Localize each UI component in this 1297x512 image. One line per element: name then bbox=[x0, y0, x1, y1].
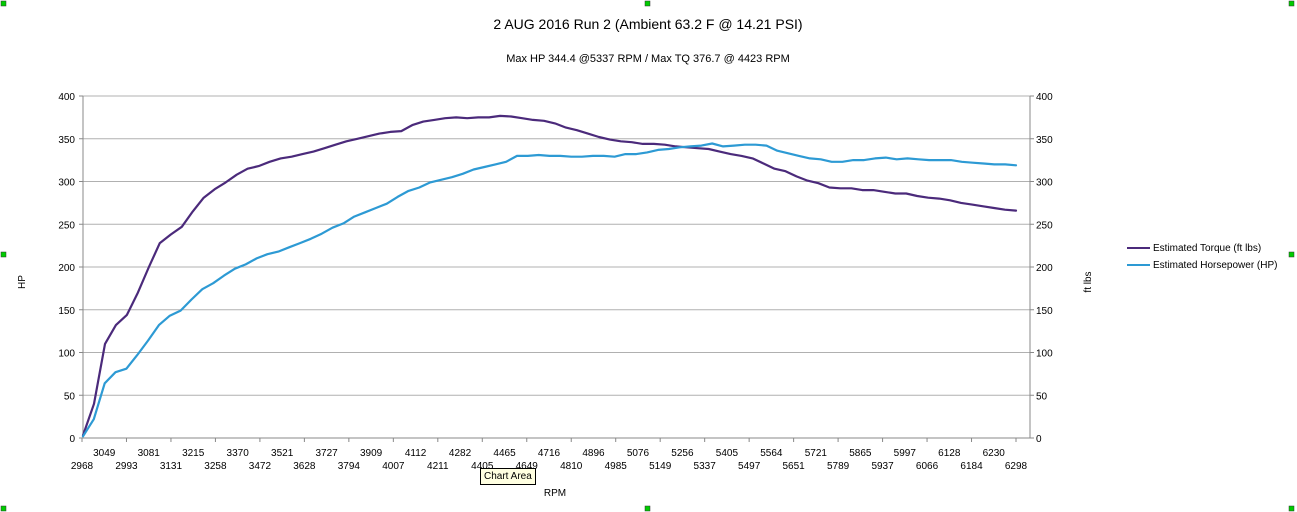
y-tick-label-right: 0 bbox=[1036, 434, 1042, 445]
x-tick-label: 2968 bbox=[71, 461, 94, 472]
x-tick-label: 4649 bbox=[516, 461, 539, 472]
x-tick-label: 4112 bbox=[405, 448, 427, 459]
resize-handle-top-center[interactable] bbox=[644, 0, 651, 7]
x-tick-label: 3909 bbox=[360, 448, 383, 459]
chart-area-tooltip: Chart Area bbox=[480, 468, 536, 485]
y-tick-label-right: 300 bbox=[1036, 178, 1053, 189]
x-axis-label: RPM bbox=[544, 488, 566, 499]
y-axis-right-label: ft lbs bbox=[1083, 271, 1094, 292]
x-tick-label: 6230 bbox=[983, 448, 1006, 459]
x-tick-label: 4465 bbox=[493, 448, 516, 459]
x-tick-label: 5337 bbox=[694, 461, 717, 472]
series-line-horsepower[interactable] bbox=[81, 142, 1018, 438]
x-tick-label: 3131 bbox=[160, 461, 183, 472]
x-tick-label: 5564 bbox=[760, 448, 783, 459]
x-tick-label: 5997 bbox=[894, 448, 917, 459]
series-line-torque[interactable] bbox=[81, 114, 1018, 437]
x-tick-label: 4985 bbox=[605, 461, 628, 472]
y-tick-label-left: 200 bbox=[58, 263, 75, 274]
x-tick-label: 3794 bbox=[338, 461, 361, 472]
x-tick-label: 3628 bbox=[293, 461, 316, 472]
legend-label-horsepower: Estimated Horsepower (HP) bbox=[1153, 260, 1277, 271]
x-tick-label: 4211 bbox=[427, 461, 449, 472]
y-tick-label-right: 50 bbox=[1036, 391, 1048, 402]
x-tick-label: 3370 bbox=[227, 448, 250, 459]
resize-handle-middle-right[interactable] bbox=[1288, 251, 1295, 258]
x-tick-label: 4716 bbox=[538, 448, 561, 459]
resize-handle-bottom-center[interactable] bbox=[644, 505, 651, 512]
x-tick-label: 5497 bbox=[738, 461, 761, 472]
x-tick-label: 6066 bbox=[916, 461, 939, 472]
x-tick-label: 5256 bbox=[671, 448, 694, 459]
chart-title: 2 AUG 2016 Run 2 (Ambient 63.2 F @ 14.21… bbox=[493, 16, 802, 32]
x-tick-label: 2993 bbox=[115, 461, 138, 472]
y-tick-label-right: 250 bbox=[1036, 220, 1053, 231]
y-tick-label-left: 300 bbox=[58, 178, 75, 189]
x-tick-label: 5937 bbox=[871, 461, 894, 472]
x-tick-label: 4405 bbox=[471, 461, 494, 472]
gridlines bbox=[83, 95, 1030, 396]
x-tick-label: 3727 bbox=[315, 448, 338, 459]
legend-label-torque: Estimated Torque (ft lbs) bbox=[1153, 243, 1261, 254]
y-tick-label-left: 350 bbox=[58, 135, 75, 146]
x-tick-label: 3049 bbox=[93, 448, 116, 459]
x-tick-label: 6184 bbox=[960, 461, 983, 472]
x-tick-label: 3521 bbox=[271, 448, 294, 459]
resize-handle-top-right[interactable] bbox=[1288, 0, 1295, 7]
x-tick-label: 5076 bbox=[627, 448, 650, 459]
x-tick-label: 6298 bbox=[1005, 461, 1028, 472]
y-tick-label-left: 150 bbox=[58, 306, 75, 317]
resize-handle-middle-left[interactable] bbox=[0, 251, 7, 258]
x-tick-label: 3081 bbox=[138, 448, 161, 459]
x-tick-label: 3215 bbox=[182, 448, 205, 459]
axis-ticks: 0 0 50 50 100 100 150 150 200 200 250 250 300 300 350 3… bbox=[58, 92, 1053, 472]
resize-handle-bottom-right[interactable] bbox=[1288, 505, 1295, 512]
x-tick-label: 4007 bbox=[382, 461, 405, 472]
y-tick-label-right: 200 bbox=[1036, 263, 1053, 274]
x-tick-label: 5789 bbox=[827, 461, 850, 472]
y-tick-label-left: 50 bbox=[64, 391, 76, 402]
series-lines[interactable] bbox=[81, 114, 1018, 438]
x-tick-label: 5721 bbox=[805, 448, 828, 459]
x-tick-label: 4282 bbox=[449, 448, 472, 459]
x-tick-label: 3472 bbox=[249, 461, 272, 472]
y-tick-label-right: 400 bbox=[1036, 92, 1053, 103]
resize-handle-top-left[interactable] bbox=[0, 0, 7, 7]
y-axis-left-label: HP bbox=[17, 275, 28, 289]
resize-handle-bottom-left[interactable] bbox=[0, 505, 7, 512]
chart-subtitle: Max HP 344.4 @5337 RPM / Max TQ 376.7 @ … bbox=[506, 53, 790, 65]
x-tick-label: 5865 bbox=[849, 448, 872, 459]
y-tick-label-right: 350 bbox=[1036, 135, 1053, 146]
y-tick-label-right: 150 bbox=[1036, 306, 1053, 317]
x-tick-label: 5405 bbox=[716, 448, 739, 459]
y-tick-label-left: 250 bbox=[58, 220, 75, 231]
y-tick-label-right: 100 bbox=[1036, 349, 1053, 360]
x-tick-label: 4810 bbox=[560, 461, 583, 472]
x-tick-label: 5651 bbox=[782, 461, 805, 472]
legend[interactable]: Estimated Torque (ft lbs) Estimated Hors… bbox=[1127, 243, 1277, 271]
x-tick-label: 6128 bbox=[938, 448, 961, 459]
y-tick-label-left: 0 bbox=[69, 434, 75, 445]
x-tick-label: 5149 bbox=[649, 461, 672, 472]
x-tick-label: 4896 bbox=[582, 448, 605, 459]
y-tick-label-left: 400 bbox=[58, 92, 75, 103]
x-tick-label: 3258 bbox=[204, 461, 227, 472]
y-tick-label-left: 100 bbox=[58, 349, 75, 360]
